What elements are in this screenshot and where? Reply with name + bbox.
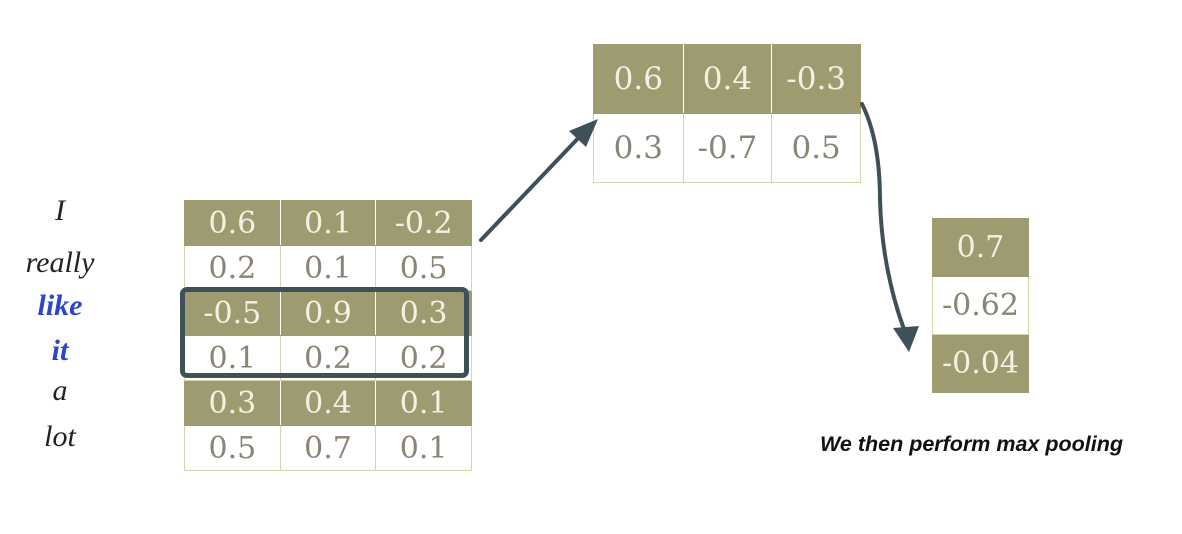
- sentence-words: I really like it a lot: [0, 0, 120, 534]
- caption-text: We then perform max pooling: [820, 432, 1124, 456]
- pooled-cell: -0.62: [932, 276, 1029, 335]
- matrix-row: -0.5 0.9 0.3: [184, 290, 472, 336]
- matrix-cell: 0.5: [375, 245, 472, 291]
- matrix-row: 0.2 0.1 0.5: [184, 245, 472, 291]
- matrix-cell: 0.1: [375, 425, 472, 471]
- word-it: it: [51, 334, 69, 367]
- pooled-cell: 0.7: [932, 218, 1029, 277]
- matrix-cell: 0.9: [279, 290, 377, 336]
- pooled-row: 0.7: [932, 218, 1029, 277]
- conv-cell: 0.4: [682, 44, 773, 114]
- matrix-cell: 0.2: [184, 245, 281, 291]
- pooled-row: -0.62: [932, 276, 1029, 335]
- matrix-row: 0.3 0.4 0.1: [184, 380, 472, 426]
- matrix-cell: -0.2: [375, 200, 472, 246]
- pooled-output-vector: 0.7 -0.62 -0.04: [932, 218, 1029, 393]
- matrix-cell: 0.1: [279, 245, 377, 291]
- matrix-cell: 0.4: [279, 380, 377, 426]
- matrix-cell: 0.1: [375, 380, 472, 426]
- arrow-to-pooled-output: [860, 102, 919, 352]
- matrix-cell: 0.7: [279, 425, 377, 471]
- matrix-cell: 0.6: [184, 200, 281, 246]
- matrix-cell: 0.3: [375, 290, 472, 336]
- conv-cell: 0.3: [593, 113, 684, 183]
- pooled-row: -0.04: [932, 334, 1029, 393]
- filter-window-highlight: [180, 287, 469, 378]
- matrix-row: 0.5 0.7 0.1: [184, 425, 472, 471]
- conv-cell: 0.6: [593, 44, 684, 114]
- convolution-output-matrix: 0.6 0.4 -0.3 0.3 -0.7 0.5: [593, 44, 861, 183]
- word-a: a: [52, 374, 68, 407]
- word-i: I: [55, 194, 65, 227]
- conv-cell: 0.5: [771, 113, 861, 183]
- word-like: like: [37, 289, 83, 322]
- matrix-cell: 0.5: [184, 425, 281, 471]
- embedding-matrix: 0.6 0.1 -0.2 0.2 0.1 0.5 -0.5 0.9 0.3 0.…: [184, 200, 472, 471]
- matrix-cell: -0.5: [184, 290, 281, 336]
- matrix-cell: 0.1: [279, 200, 377, 246]
- word-really: really: [25, 246, 95, 279]
- conv-cell: -0.7: [682, 113, 773, 183]
- arrow-to-conv-output: [479, 119, 598, 242]
- conv-row: 0.3 -0.7 0.5: [593, 113, 861, 183]
- matrix-row: 0.6 0.1 -0.2: [184, 200, 472, 246]
- pooled-cell: -0.04: [932, 334, 1029, 393]
- matrix-cell: 0.3: [184, 380, 281, 426]
- conv-cell: -0.3: [771, 44, 861, 114]
- conv-row: 0.6 0.4 -0.3: [593, 44, 861, 114]
- word-lot: lot: [44, 420, 76, 453]
